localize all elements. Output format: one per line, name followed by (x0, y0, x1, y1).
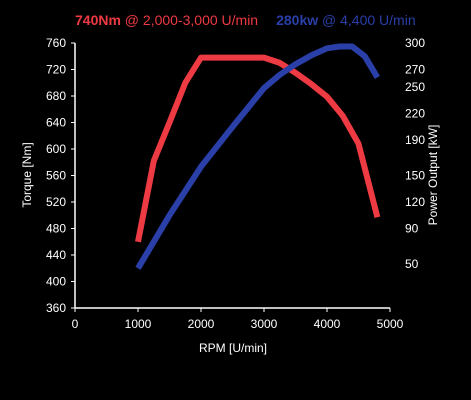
y-right-tick-label: 150 (405, 169, 425, 183)
y-left-tick-label: 720 (46, 63, 66, 77)
y-left-tick-label: 760 (46, 36, 66, 50)
y-left-tick-label: 640 (46, 116, 66, 130)
y-right-tick-label: 300 (405, 36, 425, 50)
y-left-tick-label: 560 (46, 169, 66, 183)
y-right-tick-label: 50 (405, 257, 419, 271)
y-right-tick-label: 190 (405, 133, 425, 147)
y-right-tick-label: 220 (405, 107, 425, 121)
torque-header-value: 740Nm (75, 12, 121, 28)
series-lines (135, 43, 381, 270)
x-tick-label: 0 (72, 317, 79, 331)
y-right-tick-label: 90 (405, 222, 419, 236)
x-tick-labels: 0 1000 2000 3000 4000 5000 (72, 308, 404, 331)
chart-header: 740Nm @ 2,000-3,000 U/min 280kw @ 4,400 U… (75, 12, 416, 28)
power-output-line (135, 43, 380, 270)
y-right-tick-label: 250 (405, 80, 425, 94)
x-tick-label: 5000 (377, 317, 404, 331)
x-tick-label: 1000 (125, 317, 152, 331)
x-tick-label: 2000 (188, 317, 215, 331)
y-left-tick-label: 360 (46, 301, 66, 315)
y-axis-right-label: Power Output [kW] (426, 125, 440, 226)
torque-line (135, 54, 381, 243)
y-left-tick-label: 520 (46, 195, 66, 209)
y-right-tick-labels: 300 270 250 220 190 150 120 90 50 (405, 36, 425, 271)
power-header-value: 280kw (276, 12, 318, 28)
torque-header-rest: @ 2,000-3,000 U/min (121, 12, 258, 28)
y-left-tick-label: 400 (46, 275, 66, 289)
y-axis-left-label: Torque [Nm] (20, 142, 34, 207)
y-right-tick-label: 120 (405, 195, 425, 209)
y-left-tick-label: 480 (46, 222, 66, 236)
y-left-tick-labels: 360 400 440 480 520 560 600 640 680 720 760 (46, 36, 75, 315)
y-right-tick-label: 270 (405, 63, 425, 77)
y-left-tick-label: 680 (46, 89, 66, 103)
y-left-tick-label: 600 (46, 142, 66, 156)
x-tick-label: 3000 (251, 317, 278, 331)
y-left-tick-label: 440 (46, 248, 66, 262)
x-tick-label: 4000 (314, 317, 341, 331)
power-header-rest: @ 4,400 U/min (318, 12, 415, 28)
x-axis-label: RPM [U/min] (199, 341, 267, 355)
